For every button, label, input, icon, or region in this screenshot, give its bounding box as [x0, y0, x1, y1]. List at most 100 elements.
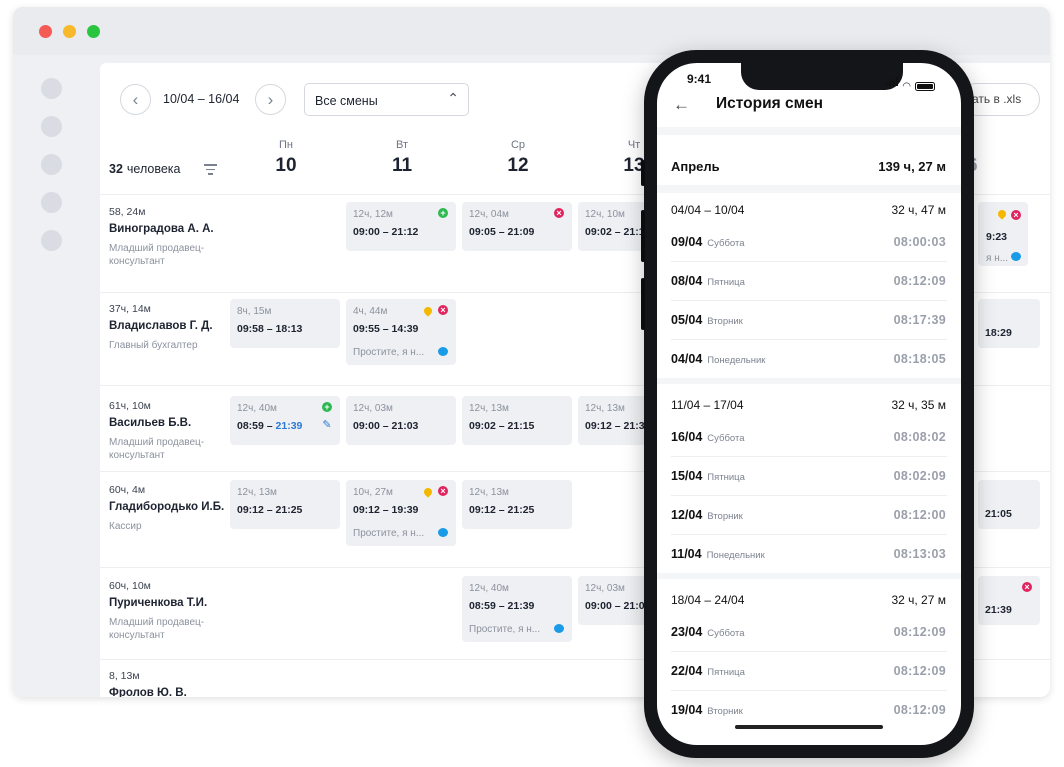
day-duration: 08:12:09: [893, 274, 946, 288]
filter-icon[interactable]: [204, 164, 217, 178]
day-name: Вт: [395, 139, 408, 151]
next-week-button[interactable]: ›: [255, 84, 286, 115]
shift-card[interactable]: 12ч, 40м 08:59 – 21:39 + ✎: [230, 396, 340, 445]
shift-time: 09:12 – 21:25: [469, 504, 535, 516]
history-day[interactable]: 22/04 Пятница: [671, 664, 745, 678]
shift-time: 08:59 – 21:39: [237, 420, 333, 432]
phone-screen: 9:41 ◠ ← История смен Апрель 139 ч, 27 м…: [657, 63, 961, 745]
shift-time: 09:55 – 14:39: [353, 323, 419, 335]
window-titlebar: [13, 7, 1050, 55]
close-window-button[interactable]: [39, 25, 52, 38]
day-date: 16/04: [671, 430, 703, 444]
shift-card[interactable]: 10ч, 27м 09:12 – 19:39 Простите, я н... ×: [346, 480, 456, 546]
shift-duration: 12ч, 12м: [353, 209, 393, 220]
day-date: 11/04: [671, 547, 702, 561]
maximize-window-button[interactable]: [87, 25, 100, 38]
shift-time: 09:00 – 21:0: [585, 600, 645, 612]
history-day[interactable]: 08/04 Пятница: [671, 274, 745, 288]
employee-row[interactable]: 37ч, 14м Владиславов Г. Д. Главный бухгалт…: [109, 303, 229, 352]
day-date: 12/04: [671, 508, 703, 522]
week-range: 04/04 – 10/04: [671, 203, 745, 217]
status-icons: ◠: [884, 73, 935, 92]
shift-card[interactable]: 12ч, 04м 09:05 – 21:09 ×: [462, 202, 572, 251]
shift-duration: 12ч, 13м: [469, 487, 509, 498]
shift-card[interactable]: 12ч, 03м 09:00 – 21:03: [346, 396, 456, 445]
shift-time: 09:12 – 21:25: [237, 504, 303, 516]
shift-card[interactable]: 12ч, 13м 09:12 – 21:3: [578, 396, 648, 445]
shift-time: 09:12 – 21:3: [585, 420, 645, 432]
sidebar-nav-item[interactable]: [41, 154, 62, 175]
day-date: 05/04: [671, 313, 703, 327]
employee-row[interactable]: 58, 24м Виноградова А. А. Младший продавец…: [109, 206, 229, 268]
back-arrow-icon[interactable]: ←: [673, 95, 690, 114]
shift-card[interactable]: 21:39 ×: [978, 576, 1040, 625]
sidebar-nav-item[interactable]: [41, 116, 62, 137]
close-circle-icon: ×: [438, 486, 448, 496]
employee-role: Младший продавец-консультант: [109, 243, 205, 267]
employee-row[interactable]: 8, 13м Фролов Ю. В.: [109, 670, 229, 697]
history-day[interactable]: 04/04 Понедельник: [671, 352, 765, 366]
shift-card[interactable]: 8ч, 15м 09:58 – 18:13: [230, 299, 340, 348]
history-day[interactable]: 12/04 Вторник: [671, 508, 743, 522]
employee-hours: 58, 24м: [109, 206, 146, 218]
employee-name: Гладибородько И.Б.: [109, 501, 225, 513]
day-header: Ср 12: [460, 139, 576, 177]
prev-week-button[interactable]: ‹: [120, 84, 151, 115]
shift-time: 08:59 – 21:39: [469, 600, 535, 612]
comment-icon: [438, 528, 448, 537]
shift-card[interactable]: 12ч, 13м 09:12 – 21:25: [230, 480, 340, 529]
shift-card[interactable]: 12ч, 12м 09:00 – 21:12 +: [346, 202, 456, 251]
chevron-right-icon: ›: [267, 89, 274, 109]
history-day[interactable]: 11/04 Понедельник: [671, 547, 765, 561]
day-header: Чт 13: [576, 139, 692, 177]
shift-card[interactable]: 12ч, 13м 09:02 – 21:15: [462, 396, 572, 445]
shift-card[interactable]: 21:05: [978, 480, 1040, 529]
history-day[interactable]: 16/04 Суббота: [671, 430, 744, 444]
day-weekday: Пятница: [707, 277, 745, 288]
minimize-window-button[interactable]: [63, 25, 76, 38]
history-day[interactable]: 15/04 Пятница: [671, 469, 745, 483]
week-total: 32 ч, 35 м: [891, 398, 946, 412]
shift-card[interactable]: 12ч, 10м 09:02 – 21:1: [578, 202, 648, 251]
shift-comment: я н...: [986, 253, 1009, 264]
shift-card[interactable]: 12ч, 13м 09:12 – 21:25: [462, 480, 572, 529]
sidebar-nav-item[interactable]: [41, 230, 62, 251]
month-total: 139 ч, 27 м: [878, 159, 946, 174]
employee-hours: 60ч, 10м: [109, 580, 151, 592]
shift-time: 09:58 – 18:13: [237, 323, 303, 335]
shift-card[interactable]: 4ч, 44м 09:55 – 14:39 Простите, я н... ×: [346, 299, 456, 365]
day-name: Пн: [279, 139, 293, 151]
shift-card[interactable]: 18:29: [978, 299, 1040, 348]
shift-time: 21:39: [985, 604, 1012, 616]
history-day[interactable]: 19/04 Вторник: [671, 703, 743, 717]
day-weekday: Вторник: [707, 511, 743, 522]
day-name: Чт: [627, 139, 641, 151]
history-day[interactable]: 09/04 Суббота: [671, 235, 744, 249]
shift-card[interactable]: 12ч, 40м 08:59 – 21:39 Простите, я н...: [462, 576, 572, 642]
day-date: 04/04: [671, 352, 703, 366]
employee-row[interactable]: 61ч, 10м Васильев Б.В. Младший продавец-ко…: [109, 400, 229, 462]
shift-filter-select[interactable]: Все смены ⌃: [304, 83, 469, 116]
day-name: Ср: [510, 139, 526, 151]
history-day[interactable]: 23/04 Суббота: [671, 625, 744, 639]
shift-card[interactable]: 12ч, 03м 09:00 – 21:0: [578, 576, 648, 625]
close-circle-icon: ×: [1011, 210, 1021, 220]
day-date: 10: [275, 155, 297, 176]
sidebar-nav-item[interactable]: [41, 78, 62, 99]
sidebar-nav-item[interactable]: [41, 192, 62, 213]
day-weekday: Пятница: [707, 472, 745, 483]
shift-duration: 12ч, 10м: [585, 209, 625, 220]
shift-duration: 12ч, 40м: [237, 403, 277, 414]
pencil-icon: ✎: [322, 419, 332, 431]
close-circle-icon: ×: [1022, 582, 1032, 592]
day-weekday: Суббота: [707, 628, 745, 639]
day-header: Вт 11: [344, 139, 460, 177]
shift-time: 09:00 – 21:03: [353, 420, 419, 432]
employee-row[interactable]: 60ч, 4м Гладибородько И.Б. Кассир: [109, 484, 229, 533]
history-day[interactable]: 05/04 Вторник: [671, 313, 743, 327]
shift-duration: 10ч, 27м: [353, 487, 393, 498]
shift-card[interactable]: 9:23 я н... ×: [978, 202, 1028, 266]
employee-row[interactable]: 60ч, 10м Пуриченкова Т.И. Младший продавец…: [109, 580, 229, 642]
shift-duration: 12ч, 40м: [469, 583, 509, 594]
week-range: 18/04 – 24/04: [671, 593, 745, 607]
